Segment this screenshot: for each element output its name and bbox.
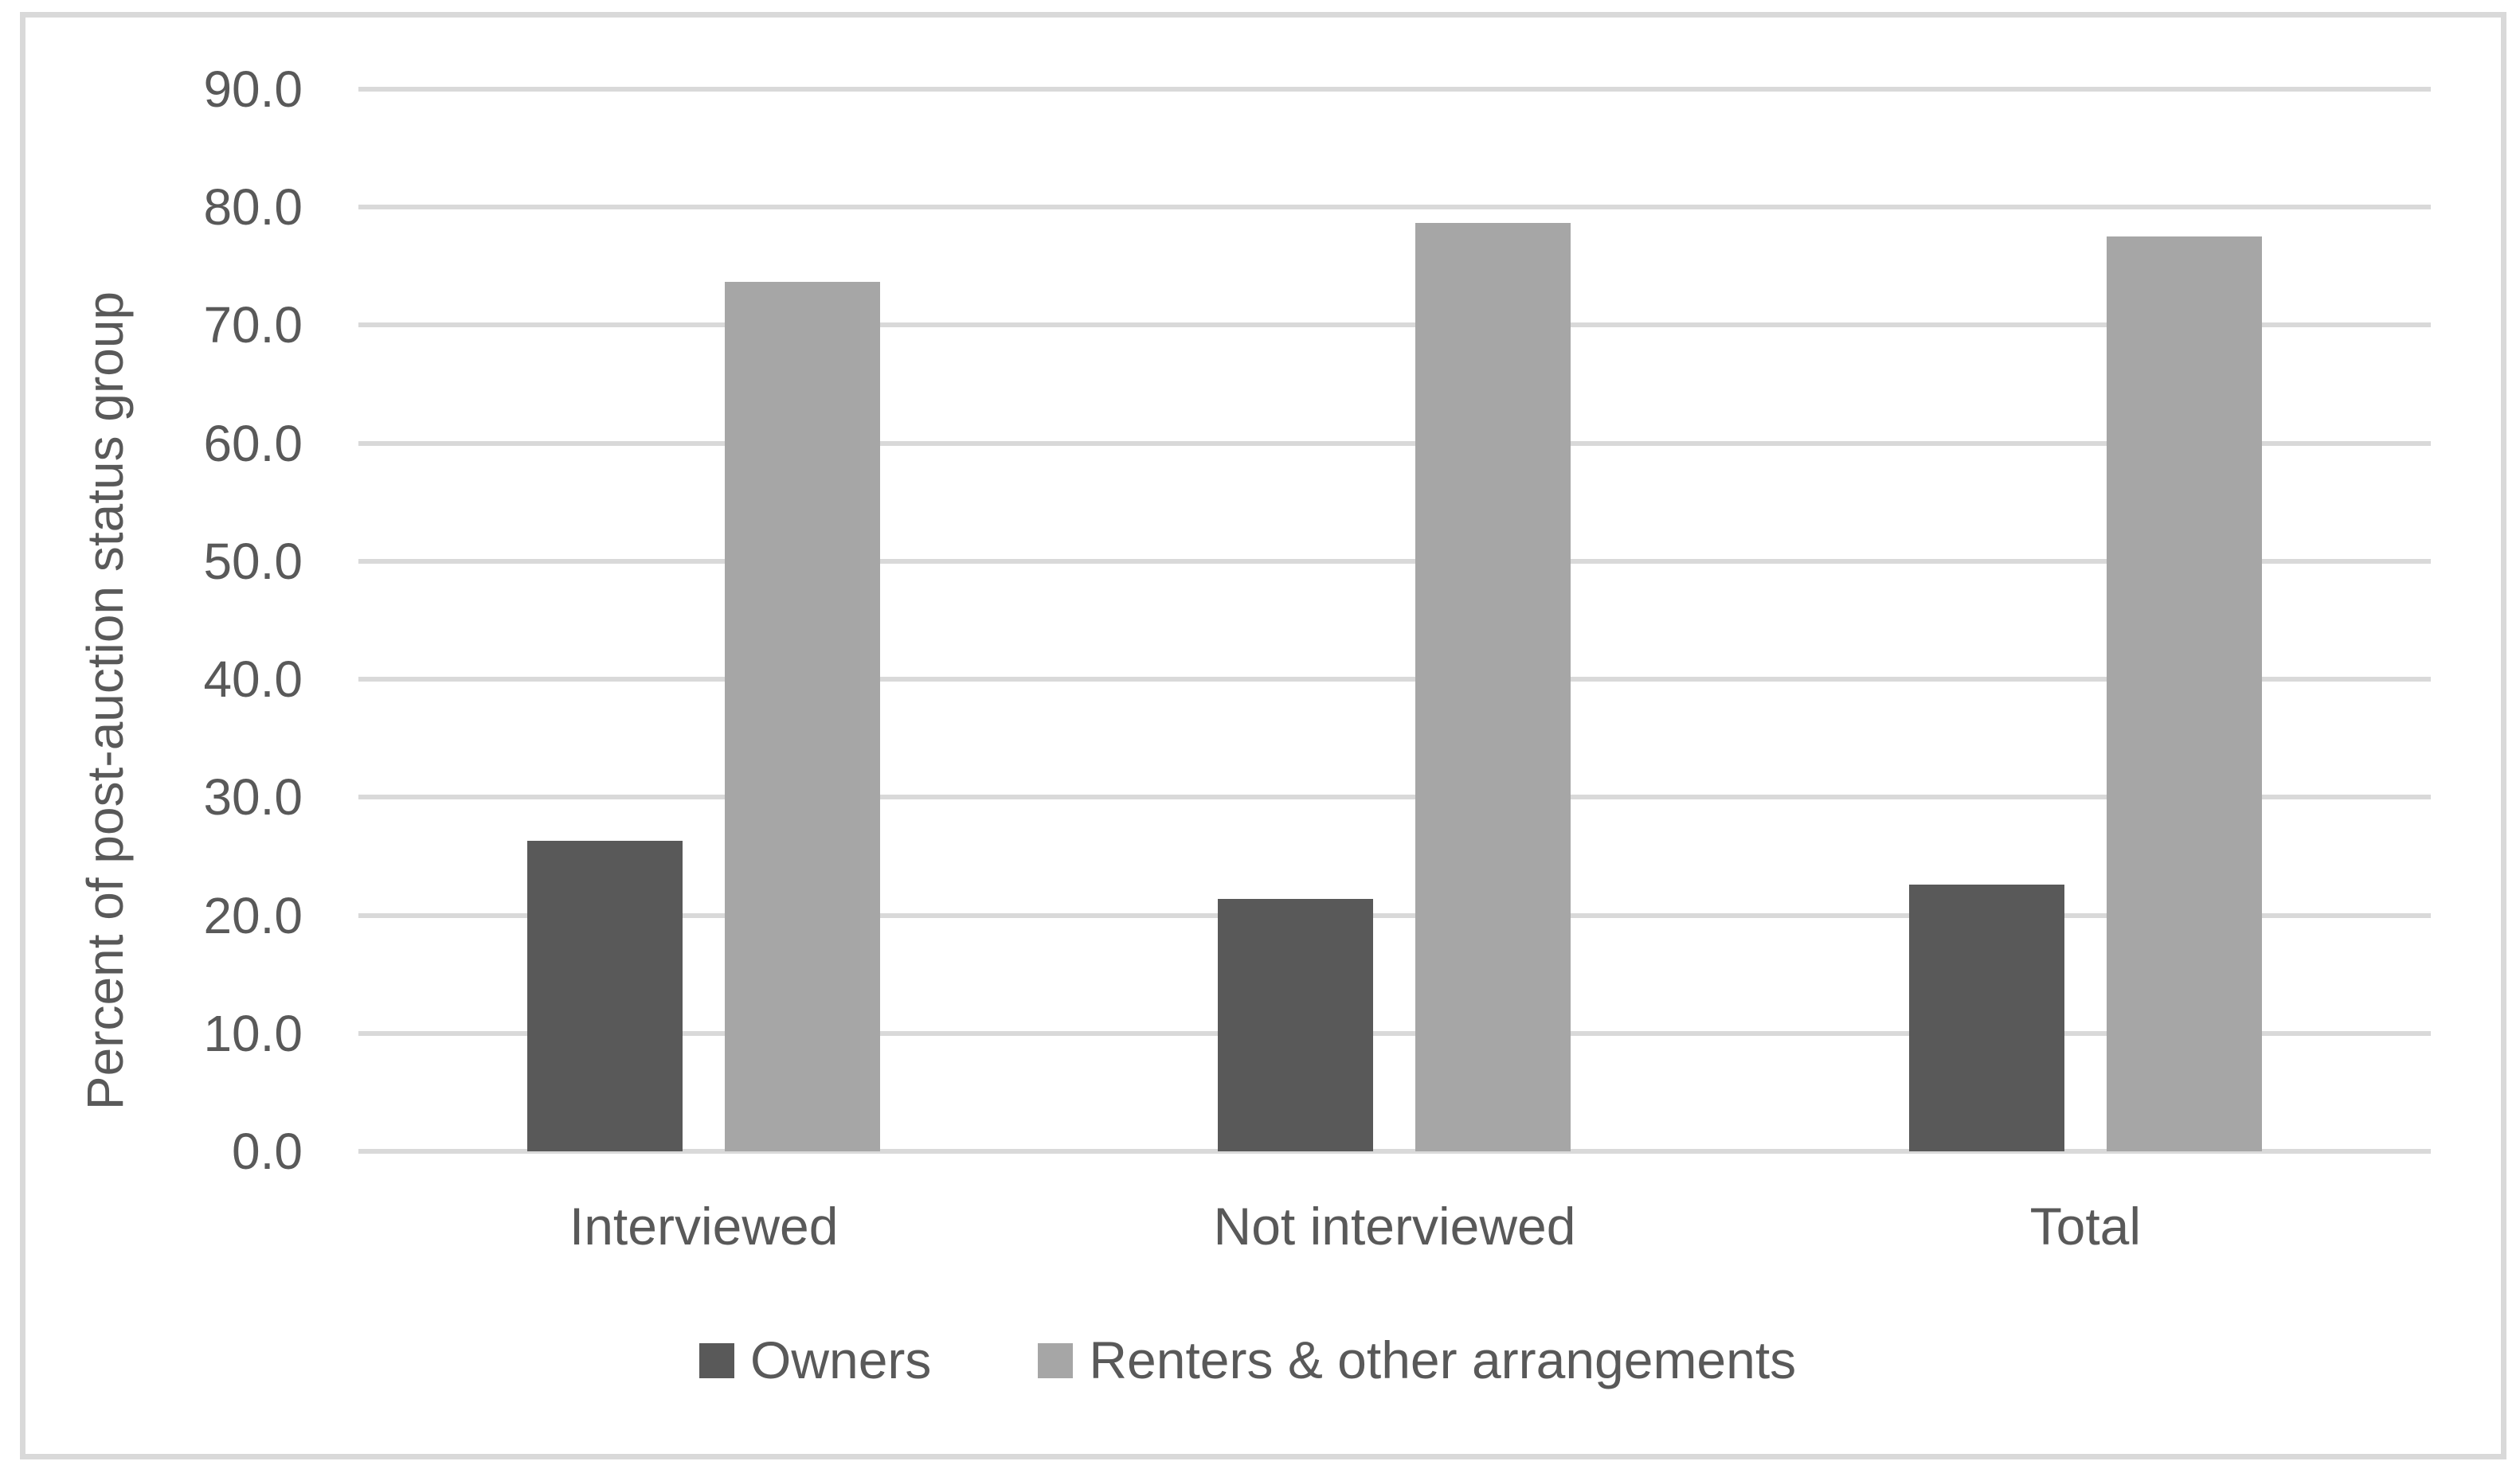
- bar-renters-total: [2106, 236, 2262, 1151]
- chart-border-frame: [20, 12, 2506, 1459]
- plot-area: [358, 87, 2431, 1154]
- x-category-label: Interviewed: [569, 1197, 839, 1256]
- gridline-60: [358, 440, 2431, 446]
- legend: Owners Renters & other arrangements: [699, 1331, 1796, 1389]
- x-category-label: Total: [2029, 1197, 2142, 1256]
- y-tick-label: 60.0: [203, 414, 303, 472]
- y-tick-label: 50.0: [203, 532, 303, 590]
- legend-swatch-renters: [1038, 1342, 1074, 1378]
- bar-owners-interviewed: [527, 841, 683, 1151]
- y-tick-label: 40.0: [203, 651, 303, 709]
- y-tick-label: 30.0: [203, 768, 303, 826]
- y-tick-label: 90.0: [203, 61, 303, 118]
- legend-label-renters: Renters & other arrangements: [1089, 1330, 1797, 1389]
- bar-owners-total: [1908, 885, 2064, 1151]
- gridline-40: [358, 677, 2431, 682]
- legend-label-owners: Owners: [750, 1330, 932, 1389]
- gridline-90: [358, 87, 2431, 92]
- category-group-interviewed: [358, 89, 1049, 1151]
- bar-renters-not-interviewed: [1415, 222, 1571, 1151]
- gridline-30: [358, 795, 2431, 800]
- gridline-80: [358, 205, 2431, 210]
- y-tick-label: 20.0: [203, 886, 303, 944]
- category-group-total: [1740, 89, 2431, 1151]
- y-tick-label: 0.0: [232, 1123, 303, 1180]
- y-tick-label: 70.0: [203, 296, 303, 354]
- bar-owners-not-interviewed: [1218, 898, 1374, 1151]
- legend-item-owners: Owners: [699, 1331, 931, 1389]
- gridline-70: [358, 322, 2431, 328]
- gridline-10: [358, 1030, 2431, 1036]
- x-category-label: Not interviewed: [1213, 1197, 1576, 1256]
- y-tick-label: 10.0: [203, 1004, 303, 1062]
- legend-swatch-owners: [699, 1342, 734, 1378]
- gridline-0: [358, 1149, 2431, 1154]
- category-group-not-interviewed: [1049, 89, 1739, 1151]
- y-tick-label: 80.0: [203, 178, 303, 236]
- gridline-20: [358, 912, 2431, 918]
- bar-renters-interviewed: [725, 281, 881, 1151]
- legend-item-renters: Renters & other arrangements: [1038, 1331, 1796, 1389]
- gridline-50: [358, 558, 2431, 564]
